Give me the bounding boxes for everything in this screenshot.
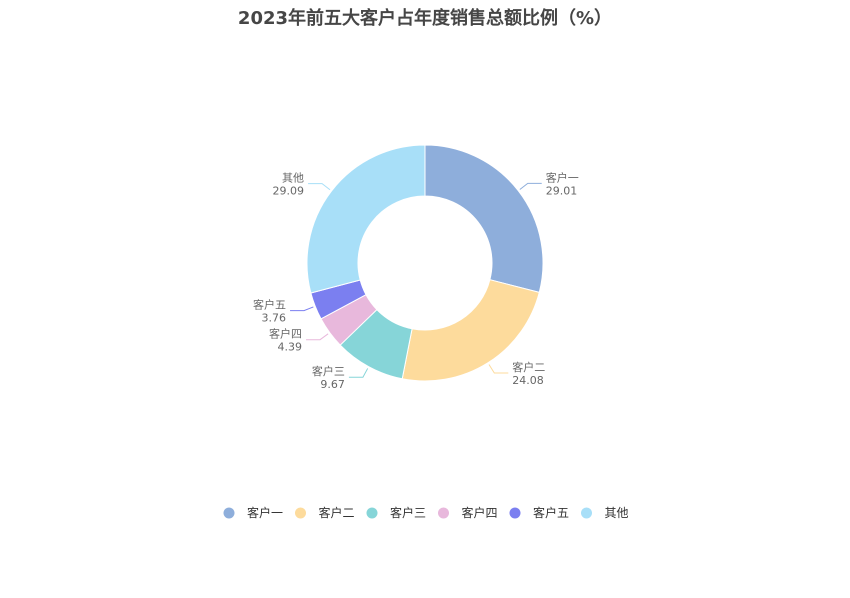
slice-label-value-2: 24.08 — [512, 374, 544, 387]
slice-label-name-4: 客户四 — [269, 327, 302, 341]
leader-line-6 — [308, 183, 331, 191]
legend-label-4: 客户四 — [462, 505, 498, 520]
slice-label-name-5: 客户五 — [253, 298, 286, 312]
legend-marker-5 — [509, 507, 521, 519]
legend-item-5[interactable]: 客户五 — [509, 505, 570, 520]
legend-item-3[interactable]: 客户三 — [366, 505, 427, 520]
slice-label-name-6: 其他 — [282, 172, 304, 185]
legend-label-5: 客户五 — [533, 505, 569, 520]
legend-item-1[interactable]: 客户一 — [223, 505, 284, 520]
legend-label-1: 客户一 — [247, 505, 283, 520]
legend-marker-6 — [581, 507, 592, 519]
legend-label-3: 客户三 — [390, 505, 426, 520]
leader-line-5 — [290, 306, 314, 312]
leader-line-4 — [306, 333, 329, 341]
legend-marker-4 — [438, 507, 449, 519]
legend: 客户一 客户二 客户三 客户四 客户五 其他 — [223, 505, 629, 520]
chart-title: 2023年前五大客户占年度销售总额比例（%） — [237, 8, 613, 29]
legend-item-4[interactable]: 客户四 — [438, 505, 498, 520]
slice-label-value-1: 29.01 — [546, 184, 578, 197]
leader-line-2 — [488, 364, 509, 374]
legend-marker-3 — [366, 507, 378, 519]
legend-marker-2 — [295, 507, 306, 519]
slice-6[interactable] — [306, 144, 426, 294]
slice-label-value-3: 9.67 — [320, 378, 345, 391]
slice-label-value-6: 29.09 — [273, 185, 305, 198]
legend-marker-1 — [223, 507, 235, 519]
slice-label-name-1: 客户一 — [546, 170, 579, 184]
slice-2[interactable] — [401, 279, 540, 382]
slices-layer — [306, 144, 544, 382]
slice-label-name-3: 客户三 — [312, 364, 345, 378]
legend-label-6: 其他 — [605, 506, 629, 520]
leader-line-1 — [519, 182, 542, 190]
legend-item-6[interactable]: 其他 — [581, 506, 629, 520]
slice-label-value-5: 3.76 — [262, 312, 287, 325]
legend-item-2[interactable]: 客户二 — [295, 505, 355, 520]
leader-line-3 — [348, 368, 369, 378]
slice-1[interactable] — [424, 144, 544, 294]
slice-label-value-4: 4.39 — [278, 341, 303, 354]
slice-label-name-2: 客户二 — [512, 360, 545, 374]
legend-label-2: 客户二 — [319, 505, 355, 520]
